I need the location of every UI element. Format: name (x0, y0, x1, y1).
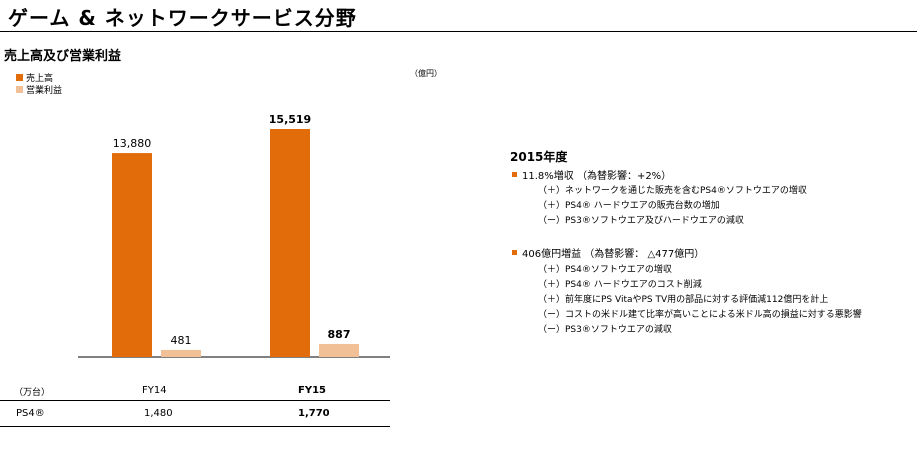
note-group-head-income: 406億円増益 （為替影響： △477億円） (512, 245, 704, 260)
bar-chart: 13,880 481 15,519 887 (78, 113, 390, 358)
notes-title: 2015年度 (510, 150, 568, 164)
note-item: （ー）PS3®ソフトウエア及びハードウエアの減収 (538, 216, 744, 226)
legend-swatch-operating-income (16, 86, 23, 93)
table-header-fy15: FY15 (298, 385, 326, 396)
data-label-operating-income-fy15: 887 (328, 328, 351, 341)
table-cell-fy14-ps4: 1,480 (144, 408, 173, 419)
note-item: （ー）コストの米ドル建て比率が高いことによる米ドル高の損益に対する悪影響 (538, 310, 862, 320)
title-divider (0, 31, 917, 32)
legend-label-sales: 売上高 (26, 74, 54, 84)
table-divider-top (0, 400, 390, 401)
table-header-fy14: FY14 (142, 385, 167, 396)
table-divider-bottom (0, 426, 390, 427)
table-cell-fy15-ps4: 1,770 (298, 408, 330, 419)
chart-unit-label: （億円） (410, 69, 442, 78)
note-group-head-revenue: 11.8%増収 （為替影響：+2%） (512, 167, 671, 182)
bar-operating-income-fy14 (161, 349, 201, 357)
legend-swatch-sales (16, 74, 23, 81)
note-item: （＋）PS4®ソフトウエアの増収 (538, 265, 672, 275)
legend-label-operating-income: 営業利益 (26, 86, 63, 96)
data-label-sales-fy14: 13,880 (113, 137, 152, 150)
note-head-text: 406億円増益 （為替影響： △477億円） (522, 249, 705, 260)
square-bullet-icon (512, 250, 517, 255)
bar-operating-income-fy15 (319, 343, 359, 357)
square-bullet-icon (512, 172, 517, 177)
table-unit-label: （万台） (14, 388, 51, 398)
note-head-text: 11.8%増収 （為替影響：+2%） (522, 171, 672, 182)
table-row-label-ps4: PS4® (16, 408, 45, 419)
bar-sales-fy14 (112, 153, 152, 357)
note-item: （＋）ネットワークを通じた販売を含むPS4®ソフトウエアの増収 (538, 186, 807, 196)
note-item: （ー）PS3®ソフトウエアの減収 (538, 325, 672, 335)
note-item: （＋）PS4® ハードウエアの販売台数の増加 (538, 201, 720, 211)
data-label-sales-fy15: 15,519 (269, 113, 311, 126)
page-title: ゲーム & ネットワークサービス分野 (8, 6, 357, 30)
chart-subtitle: 売上高及び営業利益 (4, 49, 122, 64)
data-label-operating-income-fy14: 481 (171, 334, 192, 347)
legend-item-sales: 売上高 (16, 71, 53, 84)
note-item: （＋）前年度にPS VitaやPS TV用の部品に対する評価減112億円を計上 (538, 295, 829, 305)
bar-sales-fy15 (270, 129, 310, 357)
legend-item-operating-income: 営業利益 (16, 83, 62, 96)
note-item: （＋）PS4® ハードウエアのコスト削減 (538, 280, 702, 290)
